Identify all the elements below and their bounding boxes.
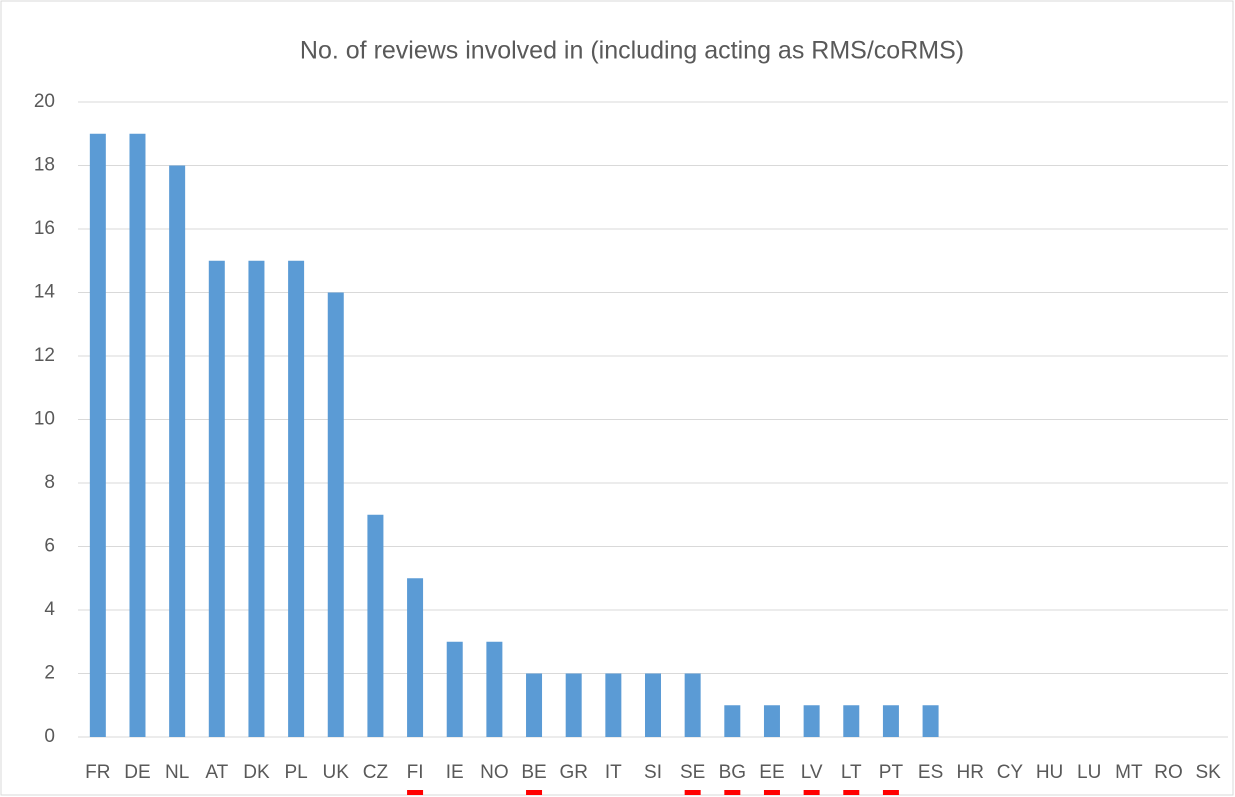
bar (327, 292, 344, 737)
bar (763, 705, 780, 737)
x-tick-label: DK (243, 762, 270, 783)
x-tick-label: HR (957, 762, 984, 783)
y-tick-label: 8 (44, 472, 55, 493)
x-tick-label: PL (284, 762, 307, 783)
x-tick-label: RO (1154, 762, 1183, 783)
x-tick-label: LU (1077, 762, 1101, 783)
x-tick-label: EE (759, 762, 784, 783)
chart-title: No. of reviews involved in (including ac… (300, 37, 964, 65)
y-tick-label: 4 (44, 599, 55, 620)
y-tick-label: 0 (44, 726, 55, 747)
highlight-underline (526, 790, 543, 795)
x-tick-label: AT (205, 762, 228, 783)
bar (129, 133, 146, 737)
x-tick-label: HU (1036, 762, 1063, 783)
x-tick-label: LV (801, 762, 823, 783)
x-tick-label: BE (521, 762, 546, 783)
x-tick-label: GR (559, 762, 588, 783)
bar (645, 673, 661, 737)
highlight-underline (803, 790, 820, 795)
y-tick-label: 6 (44, 536, 55, 557)
x-tick-label: CZ (363, 762, 389, 783)
y-tick-label: 20 (34, 91, 55, 112)
bar (446, 641, 463, 737)
x-tick-label: IT (605, 762, 622, 783)
highlight-underline (763, 790, 780, 795)
bar (486, 641, 503, 737)
y-tick-label: 18 (34, 155, 55, 176)
x-tick-label: BG (719, 762, 746, 783)
bar (843, 705, 860, 737)
bar (407, 578, 424, 737)
x-tick-label: CY (997, 762, 1024, 783)
x-tick-label: NO (480, 762, 509, 783)
y-tick-label: 16 (34, 218, 55, 239)
y-tick-label: 14 (34, 282, 56, 303)
x-tick-label: SK (1195, 762, 1221, 783)
x-tick-label: PT (879, 762, 904, 783)
y-tick-label: 10 (34, 409, 55, 430)
x-tick-label: SI (644, 762, 662, 783)
x-tick-label: DE (124, 762, 150, 783)
bar (89, 133, 106, 737)
y-tick-label: 12 (34, 345, 55, 366)
x-tick-label: LT (841, 762, 862, 783)
bar (367, 514, 384, 737)
x-tick-label: SE (680, 762, 705, 783)
x-tick-label: IE (446, 762, 464, 783)
x-tick-label: MT (1115, 762, 1143, 783)
bar (724, 705, 741, 737)
x-tick-label: FR (85, 762, 110, 783)
x-tick-label: ES (918, 762, 943, 783)
bar (288, 260, 305, 737)
bar (882, 705, 899, 737)
x-tick-label: UK (323, 762, 350, 783)
bar (803, 705, 820, 737)
bar (565, 673, 582, 737)
highlight-underline (684, 790, 701, 795)
x-tick-label: NL (165, 762, 189, 783)
bar (922, 705, 939, 737)
bar (169, 165, 186, 737)
bar (248, 260, 265, 737)
x-tick-label: FI (407, 762, 424, 783)
highlight-underline (843, 790, 860, 795)
bar (684, 673, 701, 737)
bar (605, 673, 622, 737)
bar (208, 260, 225, 737)
highlight-underline (407, 790, 424, 795)
y-tick-label: 2 (44, 663, 55, 684)
highlight-underline (882, 790, 899, 795)
bar (526, 673, 543, 737)
highlight-underline (724, 790, 741, 795)
